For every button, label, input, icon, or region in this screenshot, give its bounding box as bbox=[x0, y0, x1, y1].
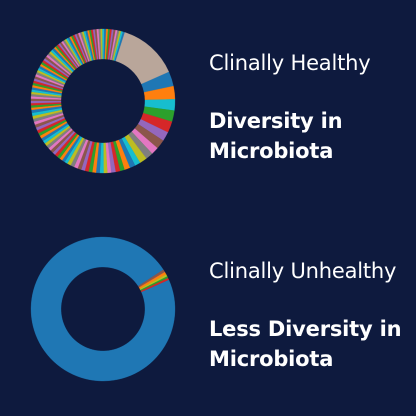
unhealthy-headline: Less Diversity in Microbiota bbox=[209, 317, 402, 371]
unhealthy-status-label: Clinally Unhealthy bbox=[209, 259, 397, 283]
healthy-donut-chart bbox=[30, 28, 176, 174]
unhealthy-panel: Clinally Unhealthy Less Diversity in Mic… bbox=[0, 208, 416, 416]
healthy-status-label: Clinally Healthy bbox=[209, 51, 371, 75]
donut-slice bbox=[30, 236, 176, 382]
unhealthy-donut-chart bbox=[30, 236, 176, 382]
healthy-panel: Clinally Healthy Diversity in Microbiota bbox=[30, 28, 371, 174]
donut-slice bbox=[140, 277, 169, 293]
healthy-headline: Diversity in Microbiota bbox=[209, 109, 343, 163]
